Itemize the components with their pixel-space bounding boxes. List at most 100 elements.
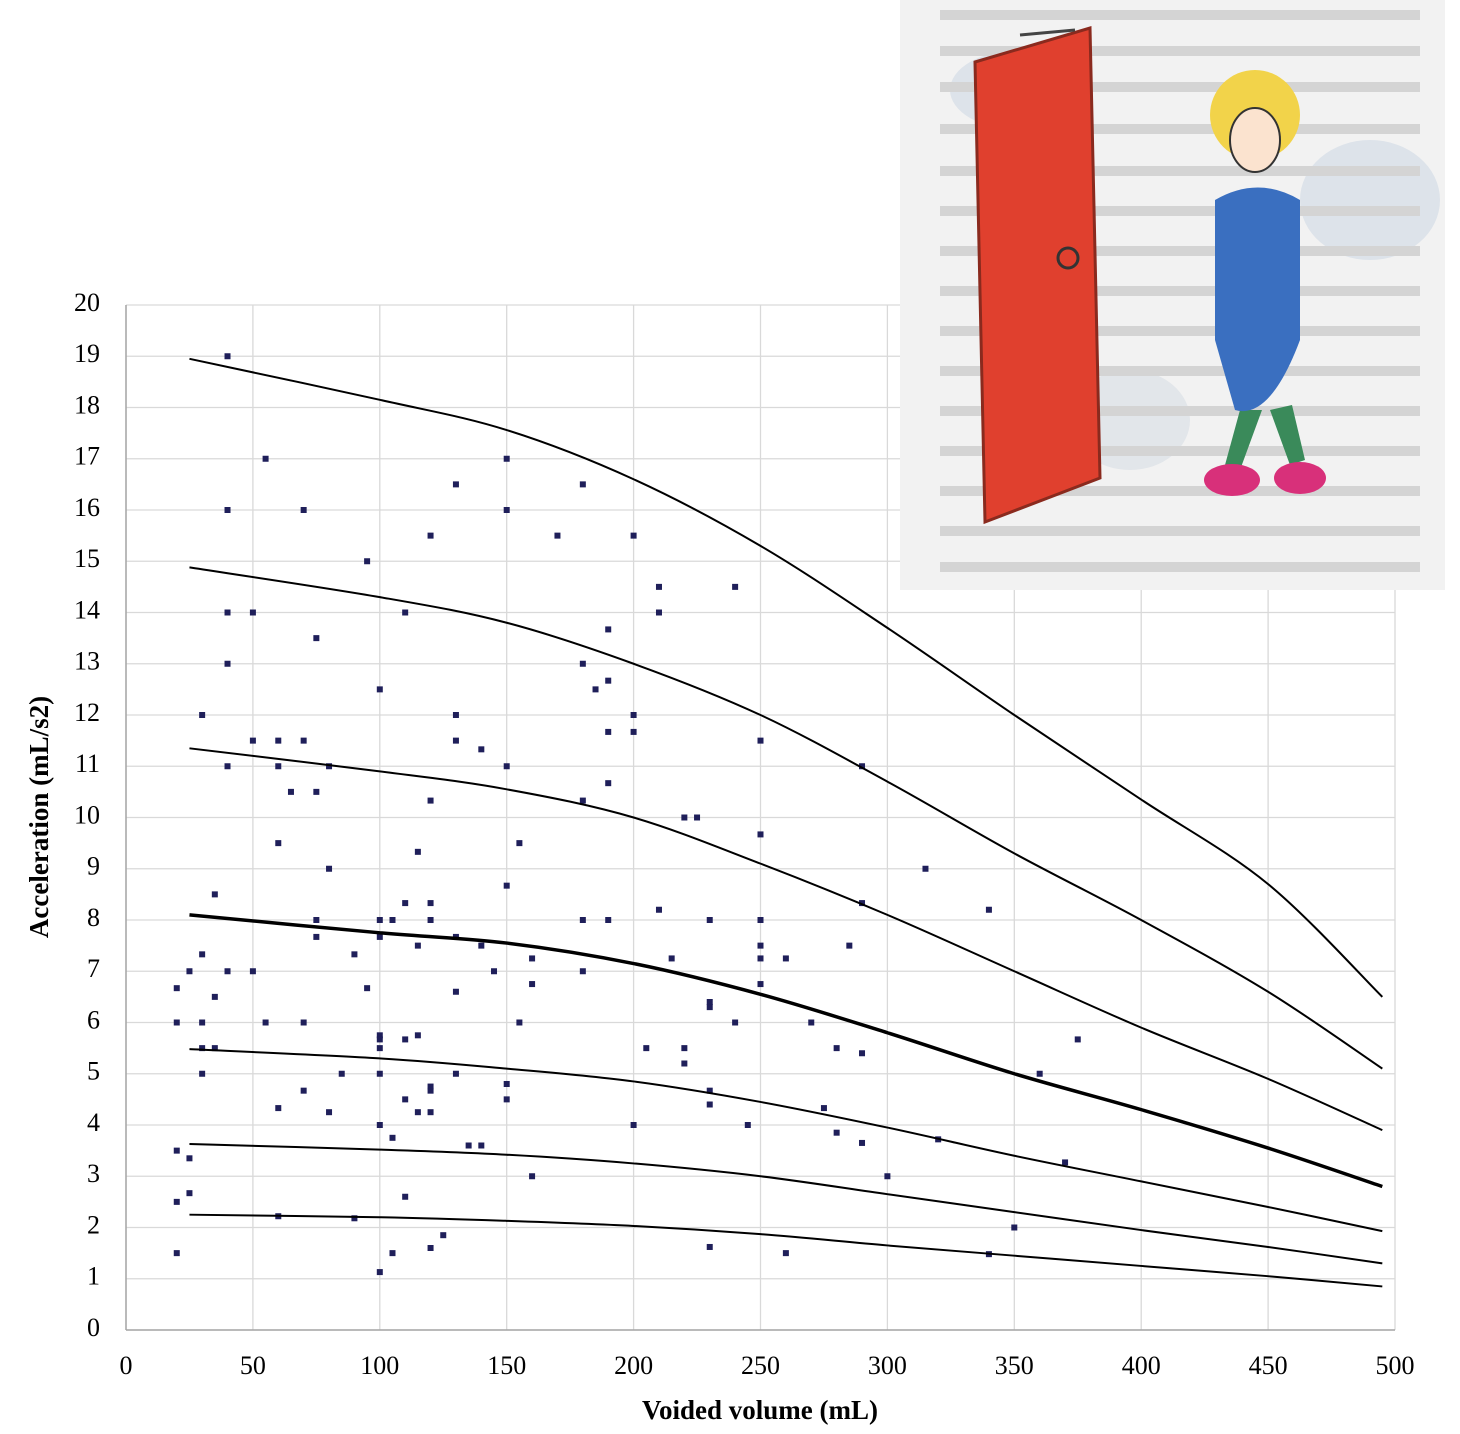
point xyxy=(275,737,282,744)
percentile-curve xyxy=(189,1048,1383,1233)
point xyxy=(199,1070,206,1077)
point xyxy=(757,831,764,838)
point xyxy=(402,1193,409,1200)
point xyxy=(211,993,218,1000)
point xyxy=(402,900,409,907)
point xyxy=(224,763,231,770)
point xyxy=(579,917,586,923)
y-tick-label: 1 xyxy=(87,1262,100,1291)
point xyxy=(452,481,459,488)
point xyxy=(224,507,231,513)
point xyxy=(452,737,459,744)
point xyxy=(859,900,866,907)
point xyxy=(313,933,320,940)
point xyxy=(300,737,307,744)
point xyxy=(1074,1036,1081,1043)
point xyxy=(478,942,485,949)
point xyxy=(300,1019,307,1026)
door-knob xyxy=(1056,246,1080,270)
figure-legs xyxy=(1225,405,1305,470)
point xyxy=(275,840,282,847)
point xyxy=(224,609,231,616)
point xyxy=(300,1087,307,1094)
figure-shoe xyxy=(1204,464,1260,496)
point xyxy=(605,728,612,735)
point xyxy=(529,981,536,988)
figure-shoe xyxy=(1274,462,1326,494)
point xyxy=(351,951,358,958)
x-tick-label: 200 xyxy=(614,1351,653,1380)
point xyxy=(173,1198,180,1205)
point xyxy=(326,763,333,770)
point xyxy=(402,1036,409,1043)
illustration-shade xyxy=(1300,140,1440,260)
point xyxy=(744,1122,751,1128)
point xyxy=(503,882,510,889)
y-tick-label: 5 xyxy=(87,1057,100,1086)
y-tick-label: 18 xyxy=(74,390,100,419)
point xyxy=(199,1045,206,1052)
point xyxy=(313,788,320,795)
point xyxy=(414,942,421,949)
point xyxy=(224,660,231,667)
point xyxy=(706,999,713,1005)
point xyxy=(605,917,612,923)
point xyxy=(414,848,421,855)
point xyxy=(465,1142,472,1149)
point xyxy=(389,917,396,923)
point xyxy=(859,1139,866,1146)
point xyxy=(427,1083,434,1090)
point xyxy=(655,906,662,913)
figure-face xyxy=(1229,107,1281,173)
figure-body xyxy=(1215,187,1300,412)
point xyxy=(376,1032,383,1039)
x-tick-label: 450 xyxy=(1249,1351,1288,1380)
point xyxy=(478,746,485,753)
point xyxy=(440,1232,447,1239)
y-tick-label: 20 xyxy=(74,288,100,317)
point xyxy=(668,955,675,962)
point xyxy=(287,788,294,795)
point xyxy=(630,728,637,735)
point xyxy=(884,1173,891,1180)
point xyxy=(402,1096,409,1103)
door-top xyxy=(1019,28,1076,37)
point xyxy=(452,712,459,718)
point xyxy=(199,712,206,718)
point xyxy=(326,865,333,872)
percentile-curve xyxy=(189,1213,1383,1288)
illustration-text-lines xyxy=(940,10,1420,572)
point xyxy=(757,737,764,744)
point xyxy=(503,1096,510,1103)
point xyxy=(554,532,561,539)
point xyxy=(859,763,866,770)
point xyxy=(516,840,523,847)
y-tick-label: 9 xyxy=(87,852,100,881)
point xyxy=(275,763,282,770)
y-tick-label: 17 xyxy=(74,442,100,471)
point xyxy=(846,942,853,949)
point xyxy=(579,797,586,804)
point xyxy=(376,686,383,693)
y-tick-label: 8 xyxy=(87,903,100,932)
point xyxy=(833,1045,840,1052)
point xyxy=(516,1019,523,1026)
point xyxy=(262,455,269,462)
x-tick-label: 250 xyxy=(741,1351,780,1380)
point xyxy=(579,481,586,488)
point xyxy=(681,1045,688,1052)
point xyxy=(706,1243,713,1250)
point xyxy=(173,1250,180,1257)
point xyxy=(199,951,206,958)
point xyxy=(605,626,612,633)
point xyxy=(427,900,434,907)
y-tick-label: 7 xyxy=(87,954,100,983)
point xyxy=(351,1215,358,1222)
y-tick-label: 15 xyxy=(74,544,100,573)
point xyxy=(503,1081,510,1087)
point xyxy=(922,865,929,872)
x-tick-label: 300 xyxy=(868,1351,907,1380)
point xyxy=(694,814,701,821)
point xyxy=(630,532,637,539)
